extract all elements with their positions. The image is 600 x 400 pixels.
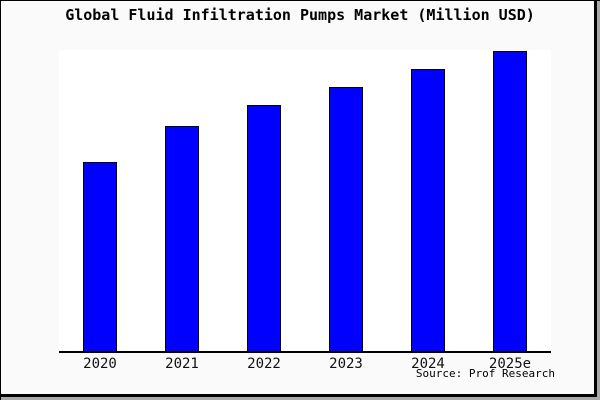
bar-slot-2020 [59,50,141,351]
bars-row [59,50,551,351]
bar-2020 [83,161,117,351]
bar-2024 [411,68,445,351]
chart-title: Global Fluid Infiltration Pumps Market (… [65,6,535,24]
bar-slot-2024 [387,50,469,351]
bar-2021 [165,125,199,351]
bar-2023 [329,86,363,351]
x-tick-label-2022: 2022 [247,356,281,372]
source-credit: Source: Prof Research [415,367,555,380]
xlabels-row: 2020 2021 2022 2023 2024 2025e [59,355,551,371]
bar-slot-2025e [469,50,551,351]
x-tick-label-2020: 2020 [83,356,117,372]
x-tick-label-2021: 2021 [165,356,199,372]
bar-2022 [247,104,281,351]
plot-area [59,50,551,353]
x-tick-label-2023: 2023 [329,356,363,372]
bar-slot-2023 [305,50,387,351]
bar-slot-2021 [141,50,223,351]
x-tick-label-2024: 2024 [411,356,445,372]
bar-2025e [493,50,527,351]
x-tick-label-2025e: 2025e [488,356,532,372]
bar-slot-2022 [223,50,305,351]
